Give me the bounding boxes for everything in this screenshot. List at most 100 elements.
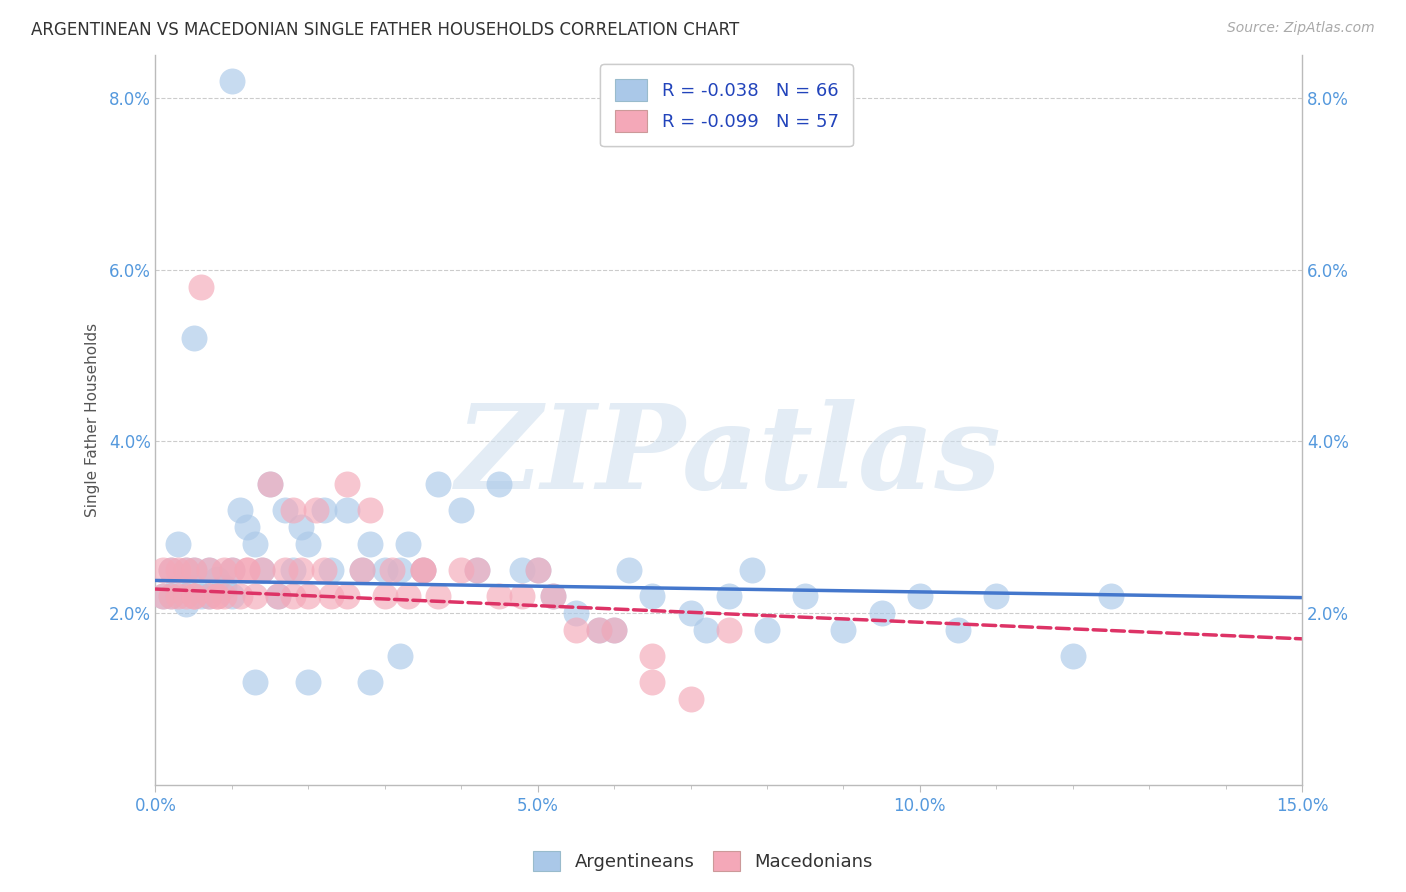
Point <box>274 563 297 577</box>
Point <box>259 477 281 491</box>
Point <box>183 580 205 594</box>
Point <box>183 589 205 603</box>
Y-axis label: Single Father Households: Single Father Households <box>86 323 100 517</box>
Point <box>1099 589 1122 603</box>
Point <box>908 589 931 603</box>
Point <box>198 589 221 603</box>
Point <box>335 503 357 517</box>
Point <box>252 563 274 577</box>
Point <box>986 589 1008 603</box>
Point <box>183 589 205 603</box>
Point <box>512 563 534 577</box>
Point <box>312 503 335 517</box>
Point <box>412 563 434 577</box>
Point <box>359 537 381 551</box>
Point <box>321 563 343 577</box>
Point <box>412 563 434 577</box>
Point <box>603 624 626 638</box>
Point <box>794 589 817 603</box>
Point <box>427 589 450 603</box>
Point <box>588 624 610 638</box>
Point <box>159 563 181 577</box>
Point <box>359 503 381 517</box>
Point <box>389 648 412 663</box>
Point <box>267 589 290 603</box>
Point <box>389 563 412 577</box>
Point <box>221 563 243 577</box>
Point <box>236 520 259 534</box>
Legend: Argentineans, Macedonians: Argentineans, Macedonians <box>526 844 880 879</box>
Point <box>717 624 740 638</box>
Point <box>565 606 588 620</box>
Point <box>741 563 763 577</box>
Point <box>274 503 297 517</box>
Point <box>588 624 610 638</box>
Point <box>695 624 717 638</box>
Point <box>381 563 404 577</box>
Point <box>526 563 548 577</box>
Point <box>183 563 205 577</box>
Text: ZIPatlas: ZIPatlas <box>456 399 1001 514</box>
Point <box>152 589 174 603</box>
Point <box>190 589 212 603</box>
Text: ARGENTINEAN VS MACEDONIAN SINGLE FATHER HOUSEHOLDS CORRELATION CHART: ARGENTINEAN VS MACEDONIAN SINGLE FATHER … <box>31 21 740 39</box>
Point <box>281 503 304 517</box>
Point <box>152 589 174 603</box>
Point <box>290 563 312 577</box>
Point <box>167 563 190 577</box>
Point <box>167 580 190 594</box>
Point <box>205 572 228 586</box>
Point <box>350 563 373 577</box>
Point <box>512 589 534 603</box>
Point <box>159 563 181 577</box>
Point <box>297 537 319 551</box>
Point <box>297 674 319 689</box>
Point <box>214 589 236 603</box>
Point <box>465 563 488 577</box>
Point <box>214 580 236 594</box>
Point <box>190 280 212 294</box>
Point <box>603 624 626 638</box>
Point <box>221 563 243 577</box>
Point <box>488 477 510 491</box>
Point <box>335 589 357 603</box>
Point <box>321 589 343 603</box>
Point <box>350 563 373 577</box>
Point <box>152 563 174 577</box>
Point <box>305 503 328 517</box>
Point <box>359 674 381 689</box>
Point <box>679 692 702 706</box>
Point <box>214 563 236 577</box>
Point <box>946 624 969 638</box>
Point <box>541 589 564 603</box>
Point <box>252 563 274 577</box>
Point <box>205 589 228 603</box>
Point <box>243 589 266 603</box>
Point <box>312 563 335 577</box>
Point <box>335 477 357 491</box>
Point <box>228 503 250 517</box>
Point <box>396 537 419 551</box>
Point <box>159 589 181 603</box>
Point <box>243 537 266 551</box>
Point <box>167 589 190 603</box>
Point <box>183 563 205 577</box>
Point <box>450 503 472 517</box>
Point <box>374 563 396 577</box>
Point <box>281 589 304 603</box>
Point <box>174 563 197 577</box>
Point <box>281 563 304 577</box>
Point <box>619 563 641 577</box>
Point <box>1062 648 1084 663</box>
Point <box>221 589 243 603</box>
Point <box>167 537 190 551</box>
Point <box>198 563 221 577</box>
Point <box>870 606 893 620</box>
Point <box>450 563 472 577</box>
Point <box>427 477 450 491</box>
Legend: R = -0.038   N = 66, R = -0.099   N = 57: R = -0.038 N = 66, R = -0.099 N = 57 <box>600 64 853 146</box>
Point <box>641 648 664 663</box>
Point <box>243 674 266 689</box>
Point <box>174 589 197 603</box>
Point <box>396 589 419 603</box>
